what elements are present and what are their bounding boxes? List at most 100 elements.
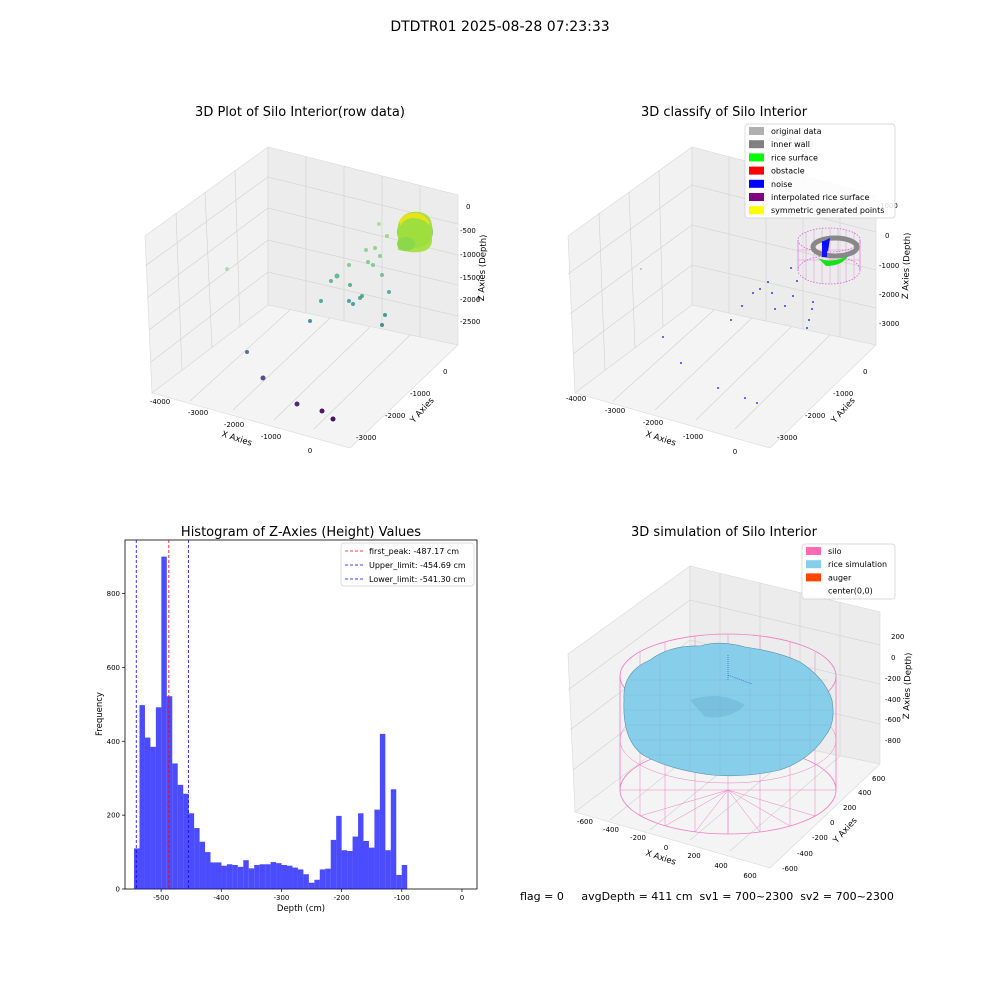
histogram-bar [281,864,288,889]
histogram-bar [221,865,227,889]
sim-ytick: 200 [843,804,856,812]
histogram-bar [172,763,178,889]
sim-ztick: 200 [891,633,904,641]
sim-xtick: -600 [577,818,593,826]
histogram-bar [226,864,233,889]
histogram-bar [390,789,397,889]
status-line: flag = 0 avgDepth = 411 cm sv1 = 700~230… [520,890,894,903]
sim-ztick: 0 [891,654,895,662]
raw-z-label: Z Axies (Depth) [477,234,489,301]
histogram-x-ticks: -500 -400 -300 -200 -100 0 [153,889,464,902]
classify-ytick: -2000 [805,412,825,420]
histogram-bar [379,733,386,889]
depth-histogram: Histogram of Z-Axies (Height) Values -50… [95,525,478,914]
classify-xtick: -1000 [683,433,703,441]
histogram-ytick-label: 200 [107,812,120,820]
histogram-bar [319,869,326,889]
histogram-bar [237,866,244,889]
raw-ztick: -500 [460,227,476,235]
histogram-ytick-label: 0 [116,886,120,894]
histogram-y-label: Frequency [95,692,105,736]
histogram-ytick-label: 600 [107,664,120,672]
raw-xtick: -3000 [188,409,208,417]
classify-legend-swatch [749,193,764,201]
silo-simulation-3d: 3D simulation of Silo Interior [567,525,914,880]
raw-z-ticks: 0 -500 -1000 -1500 -2000 -2500 [460,203,480,326]
histogram-ytick-label: 800 [107,590,120,598]
raw-xtick: -2000 [224,421,244,429]
simulation-legend: silo rice simulation auger center(0,0) [801,543,896,600]
histogram-bar [401,864,408,889]
raw-grid [144,157,459,430]
sim-ztick: -800 [885,737,901,745]
classify-xtick: -3000 [605,407,625,415]
classify-legend-label: rice surface [771,153,818,162]
histogram-bar [166,696,173,889]
classify-legend-swatch [749,153,764,162]
sim-z-label: Z Axies (Depth) [902,652,914,719]
sim-ztick: -200 [885,675,901,683]
histogram-bar [155,707,162,889]
classify-ztick: -3000 [879,320,899,328]
sim-ztick: -400 [885,696,901,704]
figure-suptitle: DTDTR01 2025-08-28 07:23:33 [390,19,609,35]
histogram-bar [188,813,195,889]
histogram-bar [363,840,369,889]
histogram-xtick-label: -400 [213,894,229,902]
histogram-bar [270,862,277,889]
histogram-bar [308,882,315,889]
simulation-legend-swatch [806,560,821,569]
histogram-bar [210,862,216,889]
simulation-legend-label: auger [828,573,852,582]
classify-legend-label: interpolated rice surface [771,193,869,202]
histogram-bar [134,848,140,889]
histogram-bar [325,868,331,889]
sim-ytick: -200 [812,834,828,842]
classify-legend-label: obstacle [771,167,805,176]
classify-xtick: -4000 [566,395,586,403]
classify-legend-swatch [749,206,764,215]
histogram-bars [134,556,408,889]
histogram-reference-lines [135,540,189,889]
sim-ytick: 0 [830,819,834,827]
histogram-bar [341,850,348,889]
histogram-bar [205,852,211,889]
histogram-bar [150,746,156,889]
histogram-bar [254,864,260,889]
raw-ztick: -2500 [460,318,480,326]
raw-x-ticks: -4000 -3000 -2000 -1000 0 [150,398,312,455]
classify-legend-swatch [749,127,764,135]
classify-legend-label: original data [771,127,822,136]
simulation-legend-label: rice simulation [828,560,887,569]
classify-ytick: -1000 [833,390,853,398]
raw-points [225,222,391,422]
classify-legend-swatch [749,166,764,175]
histogram-bar [194,828,200,889]
raw-ztick: 0 [466,203,470,211]
histogram-xtick-label: -200 [334,894,350,902]
classify-floor-pane [574,304,877,449]
histogram-bar [336,815,342,889]
histogram-bar [177,784,184,889]
raw-ytick: -1000 [410,390,430,398]
classify-y-ticks: 0 -1000 -2000 -3000 [777,368,867,442]
histogram-y-ticks: 0 200 400 600 800 [107,590,125,894]
histogram-bar [265,864,271,889]
sim-ztick: -600 [885,716,901,724]
raw-surface-cluster [397,211,433,253]
simulation-title: 3D simulation of Silo Interior [631,525,818,540]
sim-xtick: 0 [664,844,668,852]
histogram-bar [347,850,353,889]
histogram-bar [287,865,293,889]
histogram-bar [215,862,222,889]
classify-legend-swatch [749,179,764,188]
histogram-legend-label: first_peak: -487.17 cm [369,547,459,556]
raw-ytick: -3000 [356,434,376,442]
raw-xtick: -1000 [261,433,281,441]
histogram-xtick-label: 0 [460,894,464,902]
classify-legend: original data inner wall rice surface obsta… [744,123,896,219]
classify-xtick: 0 [733,448,737,456]
classify-ytick: 0 [863,368,867,376]
histogram-xtick-label: -300 [273,894,289,902]
